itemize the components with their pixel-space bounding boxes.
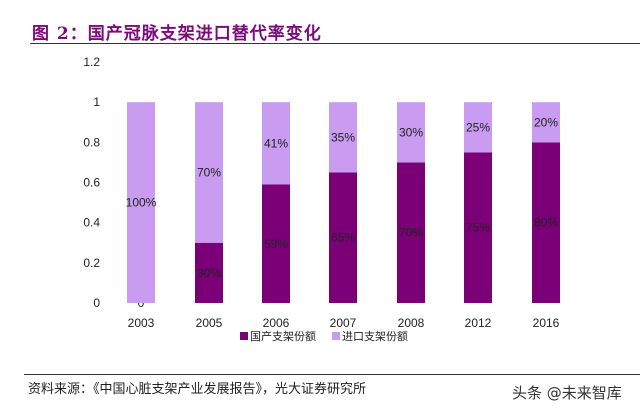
watermark: 头条 @未来智库 bbox=[512, 384, 622, 402]
bar-segment-domestic bbox=[195, 242, 223, 303]
bar-segment-domestic bbox=[329, 172, 357, 303]
bar-segment-domestic bbox=[532, 142, 560, 303]
data-label: 30% bbox=[399, 125, 423, 139]
data-label: 59% bbox=[264, 237, 288, 251]
data-label: 70% bbox=[197, 165, 221, 179]
x-tick-label: 2012 bbox=[465, 316, 492, 330]
data-label: 80% bbox=[534, 216, 558, 230]
bar-segment-imported bbox=[397, 102, 425, 163]
data-label: 41% bbox=[264, 136, 288, 150]
bar-segment-domestic bbox=[464, 152, 492, 303]
data-label: 20% bbox=[534, 115, 558, 129]
bar-segment-imported bbox=[195, 102, 223, 243]
legend-swatch bbox=[240, 332, 248, 340]
y-tick-label: 1.2 bbox=[83, 55, 100, 69]
y-tick-label: 1 bbox=[93, 95, 100, 109]
data-label: 65% bbox=[331, 231, 355, 245]
bar-segment-imported bbox=[329, 102, 357, 173]
source-note: 资料来源：《中国心脏支架产业发展报告》，光大证券研究所 bbox=[28, 382, 367, 397]
bar-segment-domestic bbox=[397, 162, 425, 303]
data-label: 75% bbox=[466, 221, 490, 235]
bar-segment-domestic bbox=[262, 184, 290, 303]
title-divider bbox=[30, 43, 640, 44]
x-tick-label: 2003 bbox=[128, 316, 155, 330]
y-tick-label: 0.6 bbox=[83, 176, 100, 190]
bar-segment-imported bbox=[464, 102, 492, 153]
x-tick-label: 2006 bbox=[263, 316, 290, 330]
bar-segment-imported bbox=[262, 102, 290, 185]
data-label: 30% bbox=[197, 266, 221, 280]
legend-label: 国产支架份额 bbox=[250, 329, 316, 343]
x-tick-label: 2007 bbox=[330, 316, 357, 330]
y-tick-label: 0.2 bbox=[83, 256, 100, 270]
legend-swatch bbox=[332, 332, 340, 340]
data-label: 35% bbox=[331, 130, 355, 144]
figure-title: 图 2：国产冠脉支架进口替代率变化 bbox=[32, 24, 322, 44]
bar-segment-imported bbox=[532, 102, 560, 143]
x-tick-label: 2005 bbox=[196, 316, 223, 330]
legend-label: 进口支架份额 bbox=[342, 330, 408, 343]
bar-segment-imported bbox=[127, 102, 155, 304]
y-tick-label: 0.8 bbox=[83, 135, 100, 149]
x-tick-label: 2016 bbox=[533, 316, 560, 330]
y-tick-label: 0 bbox=[93, 296, 100, 310]
y-tick-label: 0.4 bbox=[83, 216, 100, 230]
data-label: 100% bbox=[126, 196, 157, 210]
data-label: 25% bbox=[466, 120, 490, 134]
data-label: 70% bbox=[399, 226, 423, 240]
x-tick-label: 2008 bbox=[398, 316, 425, 330]
source-divider bbox=[24, 374, 640, 375]
